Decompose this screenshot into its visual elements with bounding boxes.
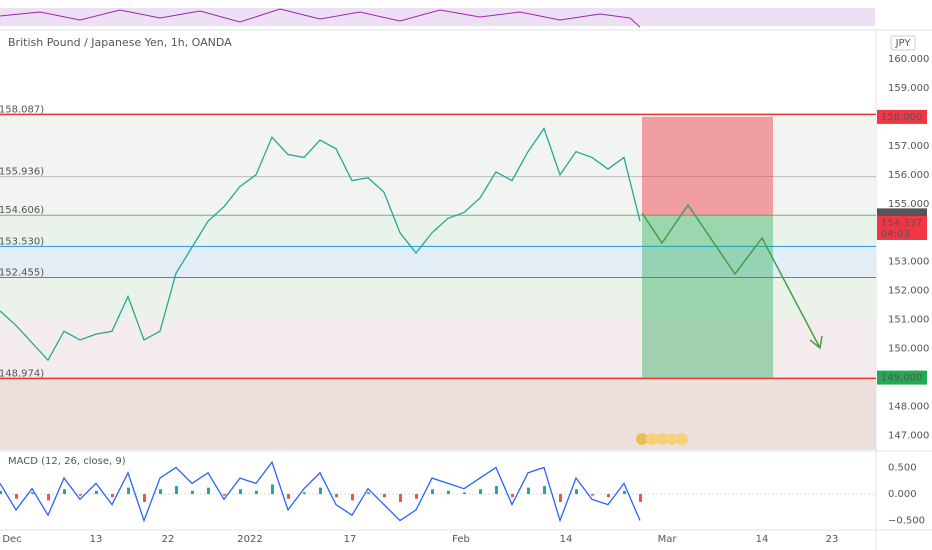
level-label: (154.606) xyxy=(0,205,44,216)
rsi-line xyxy=(0,8,641,28)
level-label: (152.455) xyxy=(0,268,44,279)
currency-box[interactable] xyxy=(890,35,916,51)
macd-hist xyxy=(143,494,146,502)
macd-hist xyxy=(575,489,578,494)
macd-tick-label: 0.000 xyxy=(888,489,917,500)
y-tick-label: 152.000 xyxy=(888,286,929,297)
event-icons[interactable] xyxy=(636,433,688,445)
y-tick-label: 151.000 xyxy=(888,315,929,326)
macd-hist xyxy=(623,490,626,494)
macd-hist xyxy=(463,492,466,494)
price-tag xyxy=(877,215,927,240)
macd-hist xyxy=(351,494,354,501)
y-tick-label: 153.000 xyxy=(888,257,929,268)
zone xyxy=(0,319,876,379)
macd-hist xyxy=(47,494,50,501)
zone xyxy=(0,378,876,450)
y-tick-label: 160.000 xyxy=(888,54,929,65)
price-line xyxy=(0,127,641,362)
price-tag xyxy=(877,370,927,385)
y-tick-label: 156.000 xyxy=(888,170,929,181)
macd-hist xyxy=(607,494,610,498)
macd-hist xyxy=(271,484,274,494)
macd-hist xyxy=(367,492,370,494)
x-tick-label: Mar xyxy=(658,534,678,545)
x-tick-label: 22 xyxy=(162,534,175,545)
macd-tick-label: 0.500 xyxy=(888,462,917,473)
macd-hist xyxy=(223,494,226,496)
y-tick-label: 157.000 xyxy=(888,141,929,152)
macd-hist xyxy=(239,489,242,494)
stop-zone xyxy=(642,116,773,216)
macd-hist xyxy=(335,494,338,498)
level-label: (153.530) xyxy=(0,236,44,247)
countdown: 04:03 xyxy=(881,229,910,240)
macd-hist xyxy=(383,494,386,498)
macd-hist xyxy=(255,490,258,494)
macd-hist xyxy=(527,487,530,494)
target-zone xyxy=(642,215,773,378)
macd-hist xyxy=(79,494,82,496)
price-tag-label: 154.600 xyxy=(881,210,922,221)
y-tick-label: 155.000 xyxy=(888,199,929,210)
x-tick-label: 2022 xyxy=(237,534,262,545)
macd-hist xyxy=(15,494,18,499)
macd-label: MACD (12, 26, close, 9) xyxy=(8,456,126,467)
x-tick-label: 13 xyxy=(90,534,103,545)
y-tick-label: 159.000 xyxy=(888,83,929,94)
macd-hist xyxy=(31,492,34,494)
price-tag-label: 158.000 xyxy=(881,112,922,123)
y-tick-label: 150.000 xyxy=(888,344,929,355)
macd-hist xyxy=(0,490,2,494)
price-tag xyxy=(877,109,927,124)
chart-title: British Pound / Japanese Yen, 1h, OANDA xyxy=(8,36,232,49)
macd-hist xyxy=(63,489,66,494)
macd-hist xyxy=(159,489,162,494)
macd-hist xyxy=(399,494,402,502)
macd-hist xyxy=(543,486,546,494)
x-tick-label: 14 xyxy=(756,534,769,545)
zone xyxy=(0,246,876,278)
macd-hist xyxy=(415,494,418,499)
macd-line xyxy=(0,460,641,523)
level-label: (155.936) xyxy=(0,167,44,178)
macd-hist xyxy=(319,487,322,494)
y-tick-label: 147.000 xyxy=(888,431,929,442)
x-tick-label: 17 xyxy=(344,534,357,545)
macd-hist xyxy=(447,490,450,494)
zone xyxy=(0,277,876,320)
x-tick-label: 23 xyxy=(826,534,839,545)
x-tick-label: Feb xyxy=(452,534,470,545)
macd-hist xyxy=(95,490,98,494)
zone xyxy=(0,215,876,247)
zone xyxy=(0,114,876,216)
macd-hist xyxy=(511,494,514,498)
macd-hist xyxy=(431,489,434,494)
macd-hist xyxy=(639,494,642,502)
currency[interactable]: JPY xyxy=(895,38,912,49)
level-label: (158.087) xyxy=(0,104,44,115)
macd-hist xyxy=(495,486,498,494)
level-label: (148.974) xyxy=(0,368,44,379)
x-tick-label: Dec xyxy=(2,534,21,545)
price-tag-label: 154.337 xyxy=(881,218,922,229)
macd-hist xyxy=(127,487,130,494)
macd-hist xyxy=(111,494,114,498)
macd-hist xyxy=(591,494,594,496)
macd-hist xyxy=(175,486,178,494)
rsi-band xyxy=(0,8,875,26)
macd-hist xyxy=(191,490,194,494)
macd-hist xyxy=(287,494,290,499)
x-tick-label: 14 xyxy=(560,534,573,545)
macd-hist xyxy=(559,494,562,502)
macd-hist xyxy=(207,487,210,494)
projection-arrow xyxy=(641,203,823,350)
macd-hist xyxy=(479,489,482,494)
y-tick-label: 148.000 xyxy=(888,402,929,413)
macd-tick-label: −0.500 xyxy=(888,516,925,527)
macd-hist xyxy=(303,492,306,494)
price-tag-label: 149.000 xyxy=(881,373,922,384)
